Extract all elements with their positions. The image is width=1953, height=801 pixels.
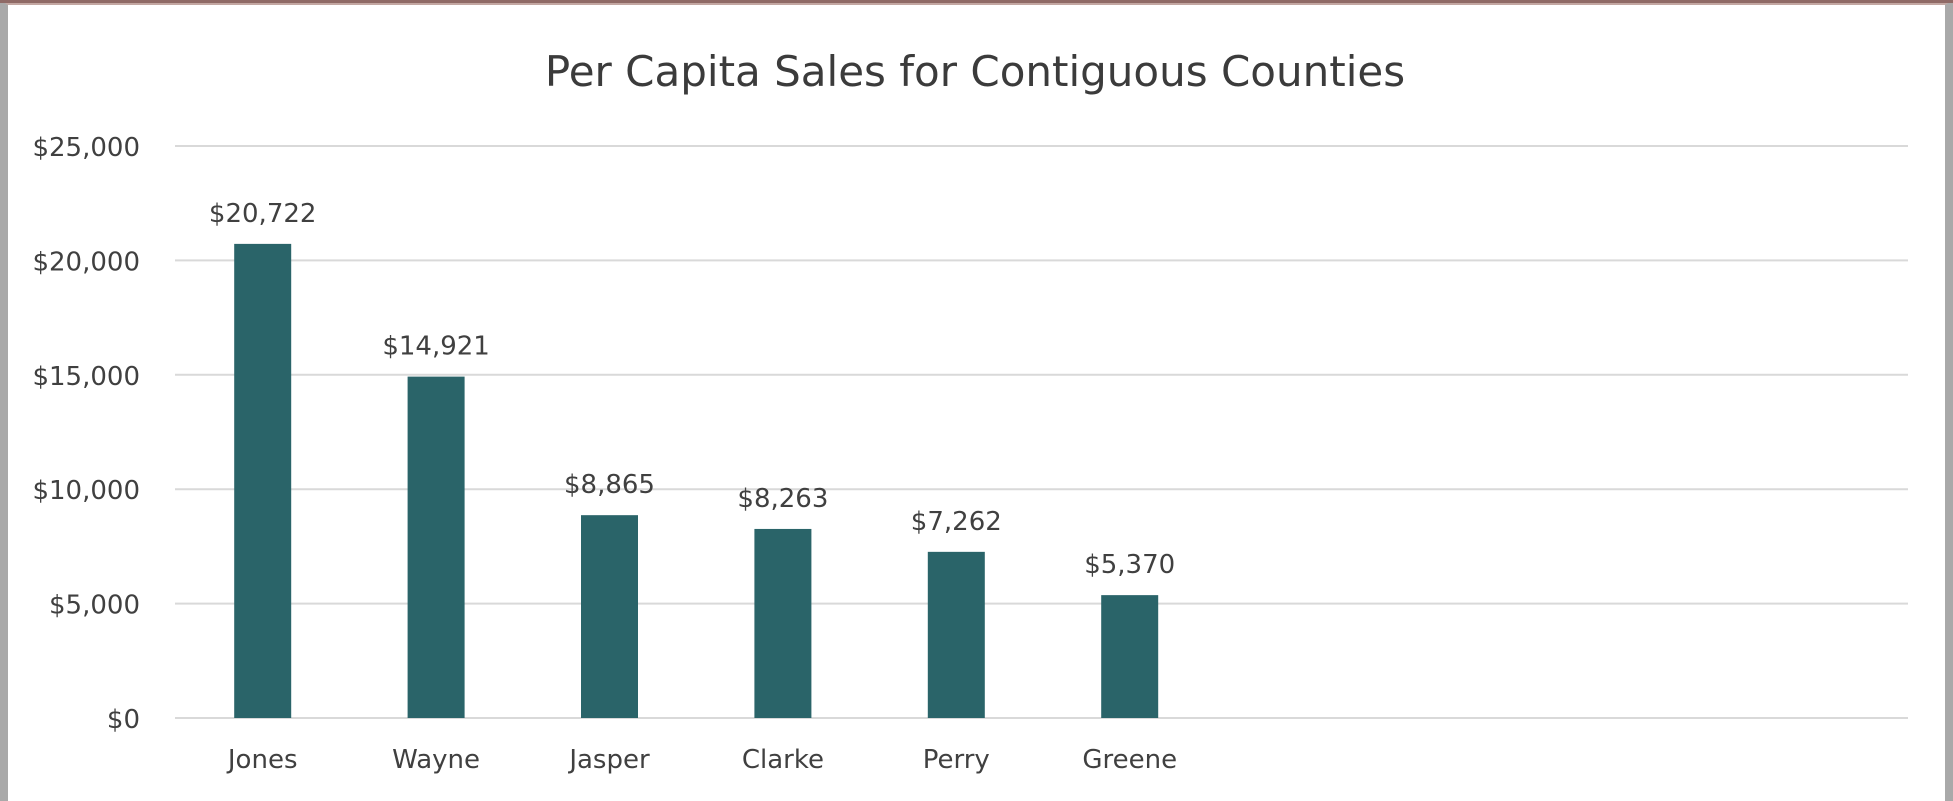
x-tick-label: Clarke [742,745,824,775]
bar-perry [927,551,985,718]
data-label: $14,921 [382,332,490,362]
y-tick-label: $20,000 [32,247,140,277]
bar-jones [234,243,292,718]
y-tick-label: $10,000 [32,476,140,506]
bars [234,243,1159,718]
bar-jasper [581,515,638,718]
bar-wayne [407,376,465,718]
data-label: $8,865 [564,470,655,500]
x-tick-label: Perry [923,745,990,775]
y-tick-label: $15,000 [32,362,140,392]
x-tick-label: Greene [1082,745,1177,775]
y-axis: $0 $5,000 $10,000 $15,000 $20,000 $25,000 [32,133,140,735]
x-axis: Jones Wayne Jasper Clarke Perry Greene [226,745,1177,775]
x-tick-label: Jasper [567,745,650,775]
bar-greene [1101,595,1159,718]
data-label: $7,262 [911,507,1002,537]
bar-clarke [754,528,812,718]
y-tick-label: $25,000 [32,133,140,163]
data-label: $8,263 [737,484,828,514]
y-tick-label: $5,000 [49,591,140,621]
x-tick-label: Wayne [392,745,480,775]
chart-title: Per Capita Sales for Contiguous Counties [545,47,1405,96]
data-labels: $20,722 $14,921 $8,865 $8,263 $7,262 $5,370 [209,199,1175,580]
y-tick-label: $0 [107,705,140,735]
x-tick-label: Jones [226,745,298,775]
top-border-accent [0,0,1953,3]
data-label: $5,370 [1084,550,1175,580]
data-label: $20,722 [209,199,317,229]
